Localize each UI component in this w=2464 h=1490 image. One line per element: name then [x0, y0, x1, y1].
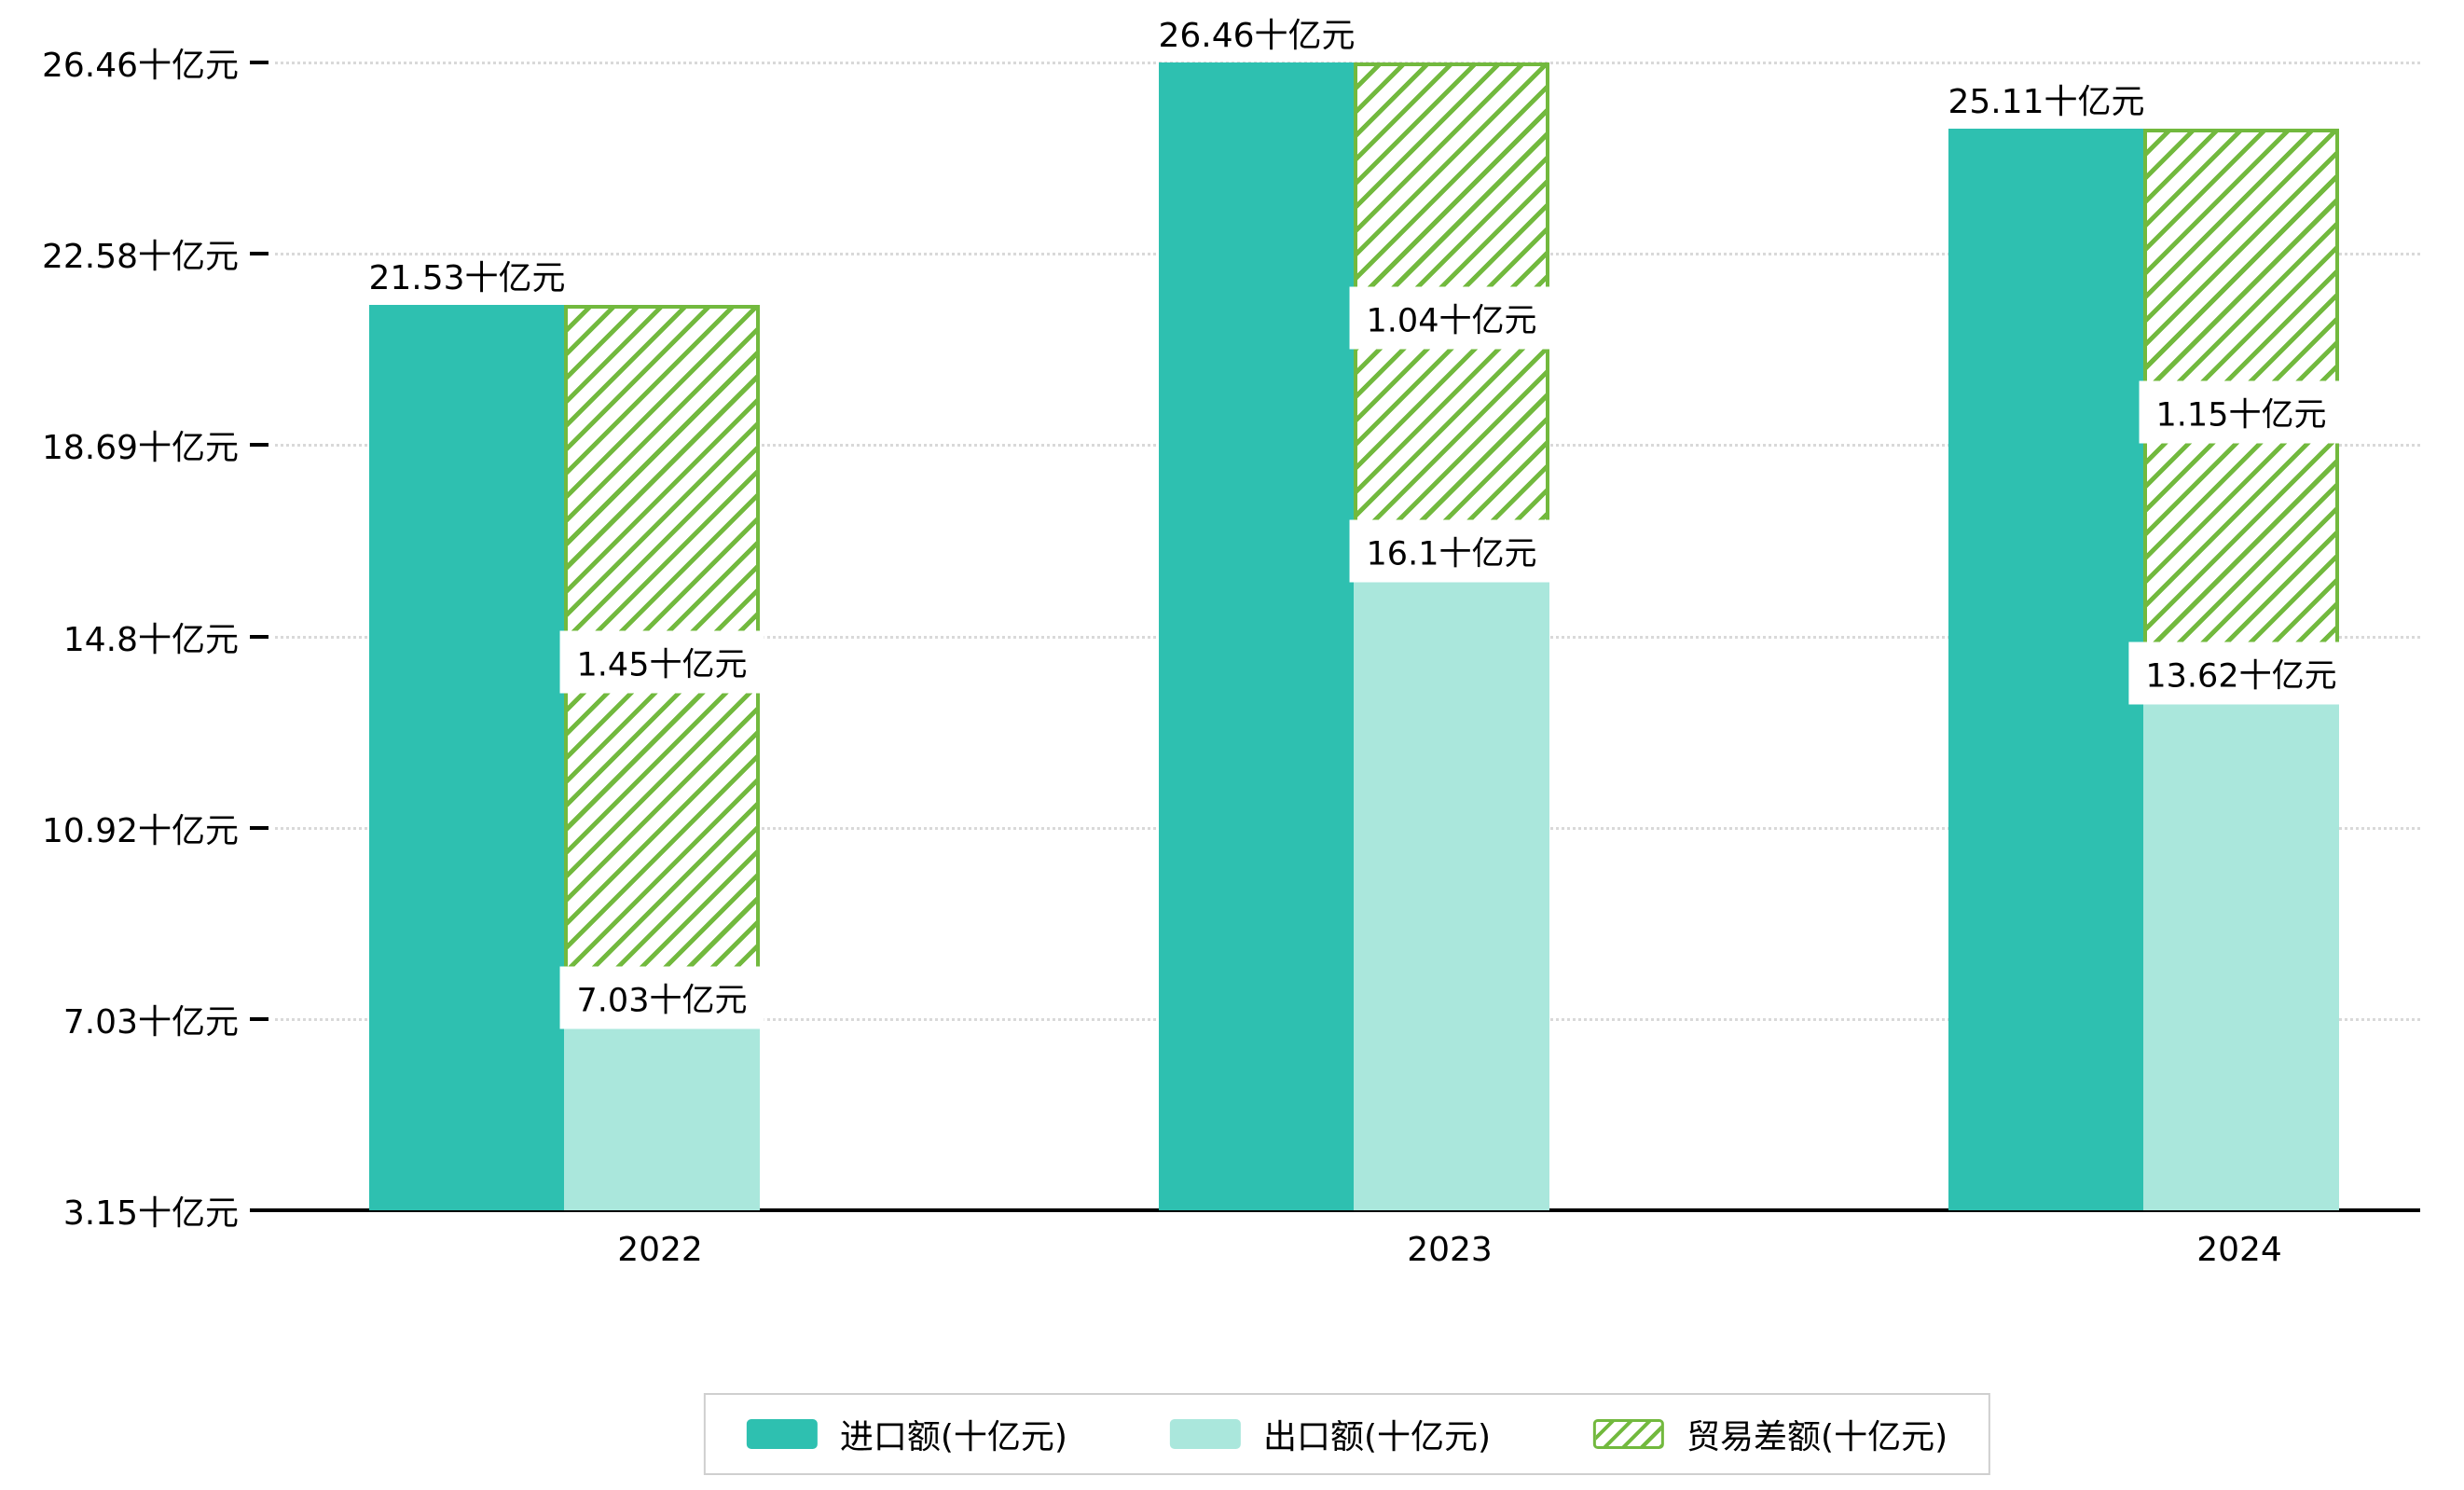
export-value-label: 16.1十亿元	[1349, 519, 1554, 583]
legend-swatch-import	[746, 1419, 818, 1449]
import-bar	[1948, 129, 2143, 1210]
x-axis-line	[252, 1208, 2420, 1212]
legend-swatch-export	[1169, 1419, 1241, 1449]
import-bar	[369, 305, 564, 1210]
legend-label-export: 出口额(十亿元)	[1262, 1418, 1492, 1456]
y-tick-label: 22.58十亿元	[41, 237, 239, 276]
y-axis-tick	[250, 825, 268, 830]
export-value-label: 7.03十亿元	[559, 966, 764, 1029]
y-axis-tick	[250, 634, 268, 639]
legend-label-import: 进口额(十亿元)	[839, 1418, 1067, 1456]
trade-balance-value-label: 1.45十亿元	[559, 630, 764, 694]
import-bar	[1159, 62, 1354, 1210]
export-value-label: 13.62十亿元	[2128, 642, 2354, 705]
import-value-label: 25.11十亿元	[1948, 83, 2145, 122]
export-bar	[564, 1019, 760, 1210]
y-tick-label: 7.03十亿元	[62, 1003, 239, 1042]
y-tick-label: 18.69十亿元	[41, 429, 239, 468]
import-value-label: 26.46十亿元	[1158, 17, 1356, 55]
legend-label-trade-balance: 贸易差额(十亿元)	[1686, 1418, 1948, 1456]
y-axis-tick	[250, 443, 268, 448]
y-axis-tick	[250, 1017, 268, 1022]
y-tick-label: 26.46十亿元	[41, 47, 239, 85]
legend-item-export: 出口额(十亿元)	[1169, 1410, 1492, 1458]
x-tick-label: 2023	[1407, 1231, 1493, 1269]
export-bar	[2143, 695, 2339, 1210]
legend-item-trade-balance: 贸易差额(十亿元)	[1593, 1410, 1948, 1458]
y-tick-label: 14.8十亿元	[62, 620, 239, 659]
trade-balance-value-label: 1.04十亿元	[1349, 286, 1554, 350]
legend: 进口额(十亿元) 出口额(十亿元) 贸易差额(十亿元)	[703, 1393, 1991, 1475]
trade-balance-value-label: 1.15十亿元	[2139, 380, 2344, 444]
export-bar	[1354, 573, 1549, 1210]
y-axis-tick	[250, 61, 268, 64]
x-tick-label: 2022	[617, 1231, 703, 1269]
y-tick-label: 10.92十亿元	[41, 811, 239, 850]
legend-item-import: 进口额(十亿元)	[746, 1410, 1067, 1458]
y-tick-label: 3.15十亿元	[62, 1194, 239, 1233]
import-value-label: 21.53十亿元	[368, 259, 566, 298]
x-tick-label: 2024	[2196, 1231, 2282, 1269]
y-axis-tick	[250, 251, 268, 255]
legend-swatch-trade-balance	[1593, 1419, 1665, 1449]
